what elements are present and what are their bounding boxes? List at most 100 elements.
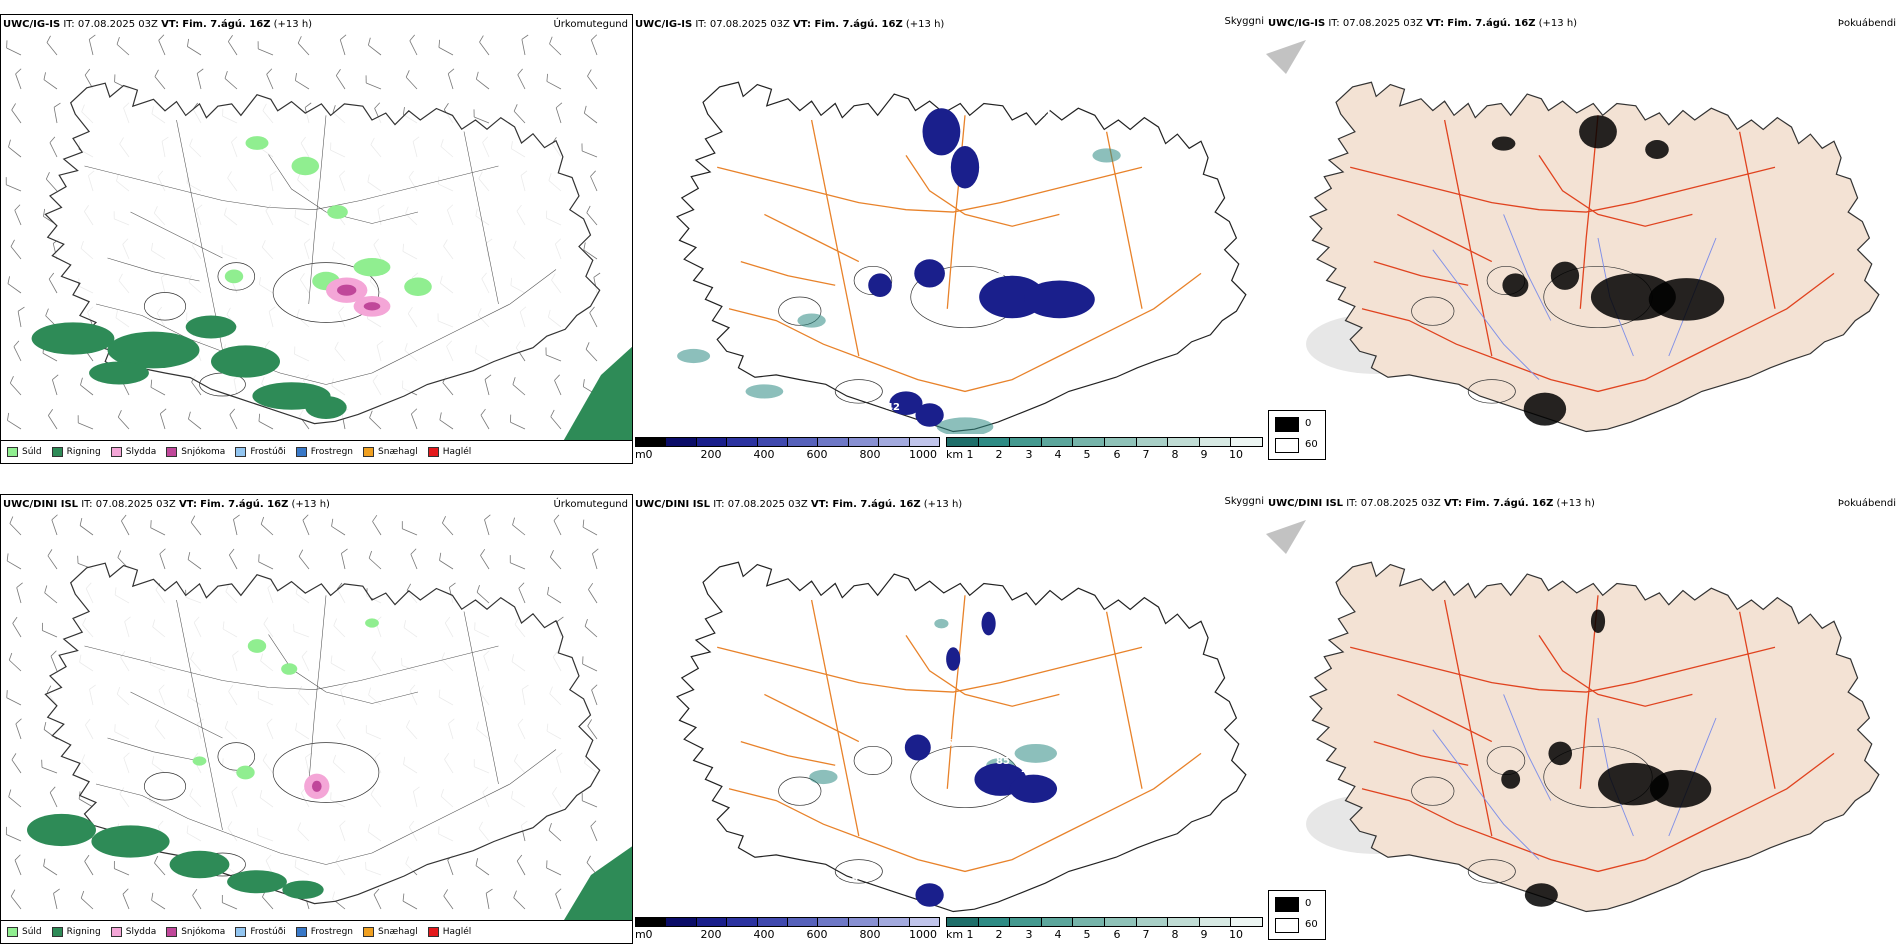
cloud-base-label: 42 xyxy=(886,402,900,413)
wind-barb-flag xyxy=(15,68,22,75)
wind-barb-flag xyxy=(405,70,410,78)
river-line xyxy=(1503,214,1552,321)
header-part: (+13 h) xyxy=(903,19,945,30)
wind-barb xyxy=(545,347,562,362)
wind-barb-staff xyxy=(341,553,346,570)
legend-swatch xyxy=(7,447,18,457)
wind-barb-staff xyxy=(588,589,598,604)
road-line xyxy=(740,260,836,286)
wind-barb-staff xyxy=(480,555,490,570)
wind-barb xyxy=(586,205,598,226)
wind-barb-staff xyxy=(549,43,562,56)
legend-swatch xyxy=(166,447,178,457)
wind-barb-staff xyxy=(9,523,22,536)
wind-barb-staff xyxy=(582,663,598,672)
glacier-outline-myrdalsjokull xyxy=(1467,859,1516,884)
iceland-coastline xyxy=(676,561,1247,913)
fog-area xyxy=(1491,136,1516,151)
scale-tick: 600 xyxy=(806,448,828,461)
cloud-base-label: 45 xyxy=(852,872,866,883)
road-line xyxy=(268,634,419,704)
wind-barb xyxy=(590,170,598,192)
wind-barb-staff xyxy=(516,860,526,876)
legend-swatch xyxy=(166,927,178,937)
wind-barb xyxy=(587,69,598,90)
wind-barb xyxy=(43,72,58,90)
wind-barb-flag xyxy=(48,408,53,416)
wind-barb-flag xyxy=(442,515,446,524)
drizzle-area xyxy=(327,205,348,219)
wind-barb-flag xyxy=(550,409,555,417)
wind-barb-flag xyxy=(480,548,486,556)
wind-barb-flag xyxy=(13,340,20,347)
wind-barb xyxy=(53,888,60,910)
scale-tick: 2 xyxy=(995,448,1003,461)
wind-barb-flag xyxy=(546,73,548,82)
wind-barb-flag xyxy=(401,521,403,529)
glacier-outline-myrdalsjokull xyxy=(834,379,883,404)
wind-barb xyxy=(442,515,454,536)
wind-barb xyxy=(516,854,526,876)
wind-barb xyxy=(10,239,22,260)
wind-barb-flag xyxy=(513,890,517,898)
wind-barb-flag xyxy=(192,888,198,896)
precip-type-panel-row1: UWC/IG-IS IT: 07.08.2025 03Z VT: Fim. 7.… xyxy=(0,14,633,464)
legend-swatch xyxy=(363,927,375,937)
visibility-colorbar xyxy=(946,917,1263,927)
wind-barb-staff xyxy=(555,893,562,910)
cloud-visibility-panel-row2: Skyggni UWC/DINI ISL IT: 07.08.2025 03Z … xyxy=(633,494,1266,944)
wind-barb-staff xyxy=(405,76,418,90)
wind-barb-staff xyxy=(591,689,598,706)
low-cloud-base-area xyxy=(914,259,945,288)
wind-barb-flag xyxy=(47,549,53,557)
wind-barb xyxy=(582,656,598,672)
panel-header: UWC/IG-IS IT: 07.08.2025 03Z VT: Fim. 7.… xyxy=(635,18,944,30)
panel-header: UWC/DINI ISL IT: 07.08.2025 03Z VT: Fim.… xyxy=(635,498,962,510)
wind-barb-staff xyxy=(402,528,418,536)
panel-title: Skyggni xyxy=(1224,496,1264,507)
wind-barb-flag xyxy=(410,548,417,555)
wind-barb xyxy=(475,858,490,876)
wind-barb-flag xyxy=(229,408,236,415)
legend-item-freezing-rain: Frostregn xyxy=(295,927,353,937)
legend-item-hail: Haglél xyxy=(427,447,471,457)
wind-barb xyxy=(150,379,166,396)
wind-barb-staff xyxy=(51,519,58,536)
scale-tick: 200 xyxy=(700,448,722,461)
road-line xyxy=(84,645,499,690)
scale-tick: 4 xyxy=(1054,448,1062,461)
wind-barb-flag xyxy=(84,854,90,862)
wind-barb xyxy=(485,888,493,910)
wind-barb-staff xyxy=(150,386,166,396)
wind-barb-staff xyxy=(122,894,130,910)
wind-barb xyxy=(48,408,58,430)
wind-barb-staff xyxy=(49,792,58,808)
cloud-base-label: 46 xyxy=(998,268,1012,279)
low-cloud-base-area xyxy=(889,391,923,416)
glacier-outline-langjokull xyxy=(143,292,187,321)
wind-barb-staff xyxy=(587,75,598,90)
wind-barb-flag xyxy=(224,71,228,79)
fog-area xyxy=(1502,273,1529,298)
wind-barb xyxy=(555,888,562,910)
wind-barb-flag xyxy=(43,72,46,80)
wind-barb xyxy=(581,143,598,158)
wind-barb-flag xyxy=(411,408,418,415)
legend-item-snow: Snjókoma xyxy=(166,927,225,937)
cloud-base-label: 43 xyxy=(826,876,840,887)
road-line xyxy=(1397,693,1493,743)
wind-barb xyxy=(7,412,22,430)
wind-barb-flag xyxy=(187,552,191,560)
drizzle-area xyxy=(247,639,267,653)
wind-barb xyxy=(80,377,94,396)
cloud-base-label: 65 xyxy=(891,722,905,733)
wind-barb-staff xyxy=(50,656,58,672)
wind-barb-staff xyxy=(84,861,94,876)
wind-barb xyxy=(11,103,22,124)
wind-barb-flag xyxy=(151,892,154,901)
wind-barb xyxy=(15,718,22,740)
wind-barb-flag xyxy=(518,582,525,589)
wind-barb-flag xyxy=(484,374,492,380)
wind-barb-flag xyxy=(12,616,18,624)
wind-barb xyxy=(5,177,22,192)
